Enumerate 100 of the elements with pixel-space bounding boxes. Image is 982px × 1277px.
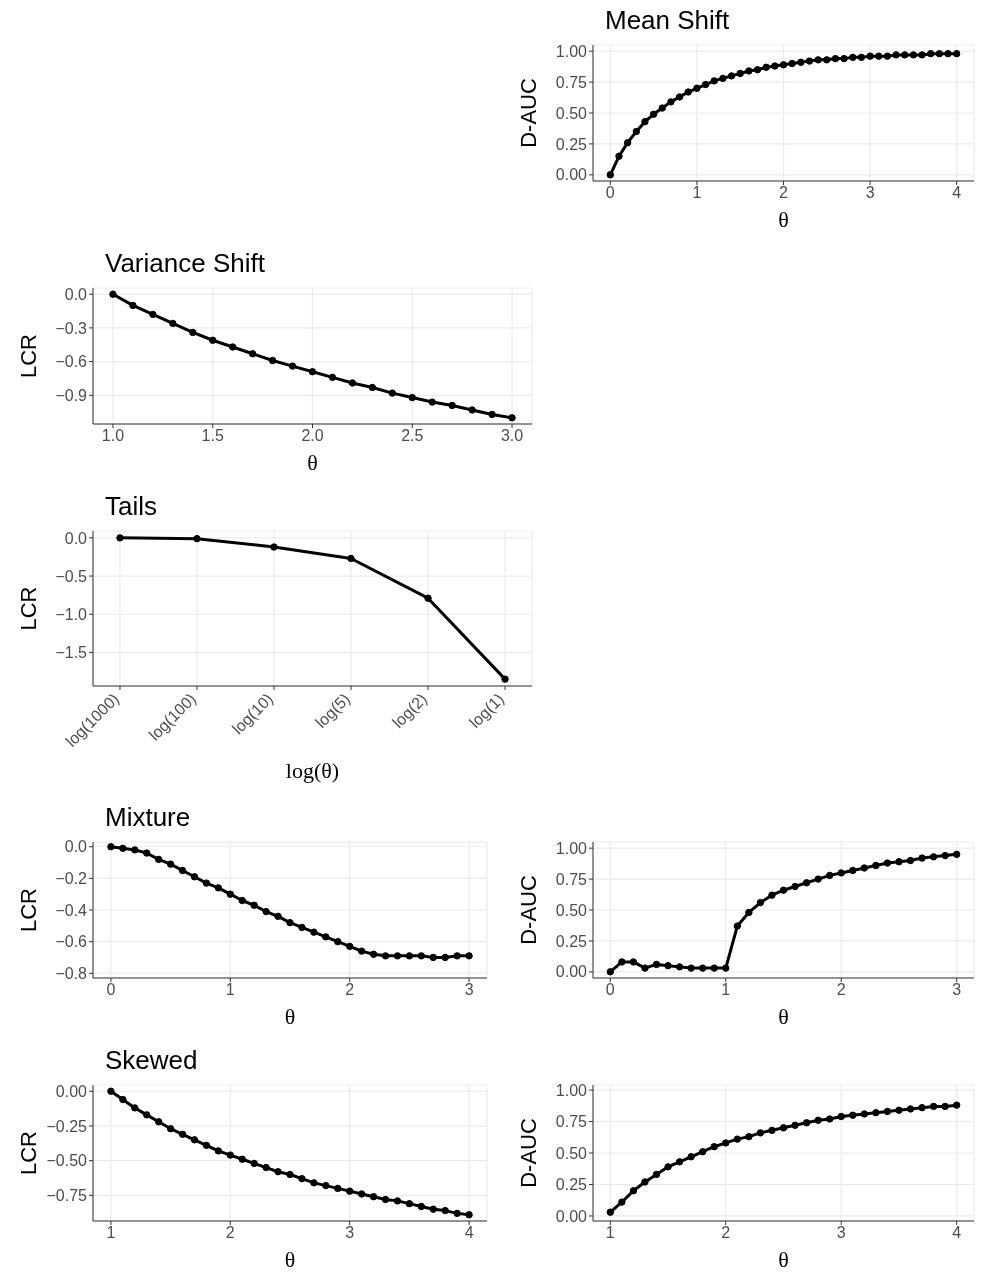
point [733,922,742,930]
point [357,947,366,955]
point [684,88,692,96]
point [488,410,496,419]
point [710,77,718,85]
point [840,54,848,63]
point [298,1174,306,1183]
x-tick-label: 3 [464,981,474,999]
x-tick-label: 3 [865,184,875,202]
x-tick-label: 0 [605,184,615,202]
point [641,117,649,126]
point [935,49,944,58]
point [771,62,779,70]
y-tick-label: −1.0 [55,605,88,623]
point [178,866,187,875]
point [872,861,880,870]
point [849,866,857,875]
point [779,886,788,894]
point [687,964,695,972]
point [825,1115,834,1123]
point [298,923,306,932]
point [866,52,874,60]
point [408,393,416,402]
point [166,860,175,868]
point [791,882,799,891]
y-tick-label: −0.9 [55,387,88,405]
y-tick-label: 0.00 [555,166,588,184]
point [693,84,701,92]
point [441,953,449,962]
point [768,1126,776,1135]
y-axis-title: LCR [15,887,41,933]
point [857,53,866,62]
point [849,53,857,62]
point [837,869,845,877]
point [687,1153,695,1161]
point [797,58,805,67]
point [286,1170,294,1179]
x-axis-title: θ [307,450,318,475]
y-tick-label: −1.5 [55,644,88,662]
point [753,66,762,74]
point [895,1106,903,1114]
point [883,52,892,60]
point [405,1199,414,1208]
point [895,858,903,866]
x-tick-label: 2 [345,981,355,999]
x-tick-label: 1 [605,1224,615,1242]
point [119,844,127,853]
point [745,1132,753,1141]
chart-title: Variance Shift [105,248,265,279]
point [116,534,124,542]
point [417,1202,426,1211]
x-tick-label: 1.5 [201,427,224,445]
point [652,960,661,969]
point [334,1184,342,1193]
y-tick-label: −0.2 [55,870,88,888]
point [941,1102,949,1111]
point [768,891,776,899]
point [606,1208,615,1216]
point [791,1121,799,1129]
point [722,964,730,972]
point [169,319,177,328]
point [762,63,770,71]
point [270,543,278,551]
point [381,952,390,960]
x-tick-label: 2 [779,184,789,202]
point [202,879,211,887]
point [892,51,900,59]
point [805,57,814,65]
x-tick-label: 3 [952,981,962,999]
point [727,72,736,80]
point [107,1087,115,1095]
x-tick-label: 4 [952,1224,962,1242]
point [226,890,234,898]
point [883,859,892,867]
point [308,368,317,376]
point [347,554,355,563]
point [107,843,115,851]
point [190,1136,199,1144]
y-tick-label: 0.00 [555,963,588,981]
point [238,896,246,905]
x-tick-label: 2 [721,1224,731,1242]
point [453,952,461,960]
x-axis-title: θ [778,207,789,232]
chart-title: Tails [105,491,158,522]
point [131,846,139,854]
y-tick-label: 1.00 [555,839,588,857]
point [214,1147,223,1155]
point [675,93,684,101]
point [618,958,626,966]
y-tick-label: 0.25 [555,932,588,950]
point [119,1095,127,1104]
point [698,964,707,972]
point [641,964,649,972]
point [286,918,294,927]
x-axis-title: θ [284,1247,296,1272]
x-tick-label: 0 [106,981,116,999]
point [131,1104,139,1112]
point [814,875,822,883]
x-axis-title: θ [284,1004,296,1029]
point [178,1130,187,1138]
